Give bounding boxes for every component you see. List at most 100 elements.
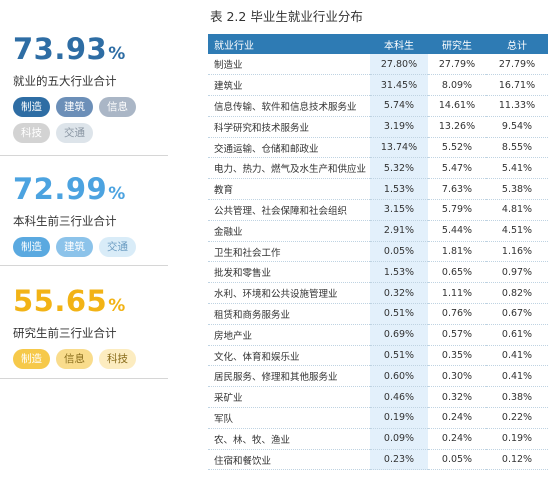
- cell-total: 9.54%: [486, 116, 548, 138]
- cell-total: 0.41%: [486, 345, 548, 367]
- cell-undergraduate: 0.51%: [370, 345, 428, 367]
- cell-graduate: 8.09%: [428, 74, 486, 97]
- cell-undergraduate: 0.46%: [370, 386, 428, 409]
- cell-industry: 交通运输、仓储和邮政业: [208, 137, 370, 159]
- table-row: 居民服务、修理和其他服务业 0.60% 0.30% 0.41%: [208, 365, 548, 388]
- tag-information: 信息: [56, 349, 93, 369]
- cell-industry: 农、林、牧、渔业: [208, 428, 370, 450]
- cell-total: 1.16%: [486, 241, 548, 263]
- cell-graduate: 0.05%: [428, 449, 486, 471]
- cell-undergraduate: 5.32%: [370, 157, 428, 180]
- cell-undergraduate: 0.60%: [370, 365, 428, 388]
- cell-undergraduate: 3.15%: [370, 199, 428, 221]
- tag-construction: 建筑: [56, 97, 93, 117]
- tag-manufacturing: 制造: [13, 97, 50, 117]
- cell-graduate: 0.30%: [428, 365, 486, 388]
- cell-undergraduate: 0.19%: [370, 407, 428, 429]
- tag-information: 信息: [99, 97, 136, 117]
- table-row: 房地产业 0.69% 0.57% 0.61%: [208, 324, 548, 346]
- cell-undergraduate: 0.69%: [370, 324, 428, 346]
- cell-industry: 军队: [208, 407, 370, 429]
- header-industry: 就业行业: [208, 34, 370, 54]
- table-header-row: 就业行业 本科生 研究生 总计: [208, 34, 548, 54]
- cell-undergraduate: 2.91%: [370, 220, 428, 242]
- tag-transport: 交通: [99, 237, 136, 257]
- stat-top-five-industries: 73.93% 就业的五大行业合计 制造 建筑 信息 科技 交通: [13, 32, 178, 143]
- cell-graduate: 0.76%: [428, 303, 486, 325]
- cell-graduate: 1.11%: [428, 282, 486, 305]
- stat-value: 55.65%: [13, 284, 178, 323]
- cell-undergraduate: 0.32%: [370, 282, 428, 305]
- table-row: 电力、热力、燃气及水生产和供应业 5.32% 5.47% 5.41%: [208, 157, 548, 180]
- stat-number: 73.93: [13, 32, 108, 66]
- table-row: 公共管理、社会保障和社会组织 3.15% 5.79% 4.81%: [208, 199, 548, 221]
- cell-total: 11.33%: [486, 95, 548, 117]
- cell-total: 0.82%: [486, 282, 548, 305]
- cell-undergraduate: 13.74%: [370, 137, 428, 159]
- cell-industry: 建筑业: [208, 74, 370, 97]
- stat-percent-sign: %: [108, 296, 126, 316]
- cell-undergraduate: 31.45%: [370, 74, 428, 97]
- tag-construction: 建筑: [56, 237, 93, 257]
- table-row: 水利、环境和公共设施管理业 0.32% 1.11% 0.82%: [208, 282, 548, 305]
- table-row: 批发和零售业 1.53% 0.65% 0.97%: [208, 261, 548, 284]
- cell-graduate: 1.81%: [428, 241, 486, 263]
- divider: [0, 378, 168, 379]
- cell-undergraduate: 0.09%: [370, 428, 428, 450]
- cell-graduate: 0.65%: [428, 261, 486, 284]
- table-body: 制造业 27.80% 27.79% 27.79% 建筑业 31.45% 8.09% 16.71…: [208, 54, 548, 471]
- cell-undergraduate: 27.80%: [370, 54, 428, 76]
- industry-distribution-table-section: 表 2.2 毕业生就业行业分布 就业行业 本科生 研究生 总计 制造业 27.80…: [208, 0, 548, 471]
- cell-graduate: 27.79%: [428, 54, 486, 76]
- header-undergraduate: 本科生: [370, 34, 428, 54]
- table-row: 住宿和餐饮业 0.23% 0.05% 0.12%: [208, 449, 548, 471]
- cell-graduate: 13.26%: [428, 116, 486, 138]
- stat-value: 72.99%: [13, 172, 178, 211]
- cell-total: 16.71%: [486, 74, 548, 97]
- stat-number: 72.99: [13, 172, 108, 206]
- cell-graduate: 5.79%: [428, 199, 486, 221]
- cell-industry: 信息传输、软件和信息技术服务业: [208, 95, 370, 117]
- cell-total: 5.41%: [486, 157, 548, 180]
- table-row: 交通运输、仓储和邮政业 13.74% 5.52% 8.55%: [208, 137, 548, 159]
- table-row: 文化、体育和娱乐业 0.51% 0.35% 0.41%: [208, 345, 548, 367]
- stat-description: 研究生前三行业合计: [13, 326, 117, 340]
- table-row: 信息传输、软件和信息技术服务业 5.74% 14.61% 11.33%: [208, 95, 548, 117]
- cell-graduate: 0.24%: [428, 428, 486, 450]
- table-row: 农、林、牧、渔业 0.09% 0.24% 0.19%: [208, 428, 548, 450]
- cell-industry: 住宿和餐饮业: [208, 449, 370, 471]
- table-title: 表 2.2 毕业生就业行业分布: [210, 9, 363, 24]
- stat-value: 73.93%: [13, 32, 178, 71]
- stat-grad-top-three: 55.65% 研究生前三行业合计 制造 信息 科技: [13, 284, 178, 369]
- stat-percent-sign: %: [108, 44, 126, 64]
- cell-industry: 制造业: [208, 54, 370, 76]
- summary-panel: 73.93% 就业的五大行业合计 制造 建筑 信息 科技 交通 72.99% 本…: [0, 0, 178, 483]
- industry-tags: 制造 建筑 信息 科技 交通: [13, 97, 163, 143]
- cell-undergraduate: 0.23%: [370, 449, 428, 471]
- tag-technology: 科技: [99, 349, 136, 369]
- cell-undergraduate: 3.19%: [370, 116, 428, 138]
- tag-manufacturing: 制造: [13, 349, 50, 369]
- cell-graduate: 5.44%: [428, 220, 486, 242]
- industry-tags: 制造 建筑 交通: [13, 237, 163, 257]
- divider: [0, 155, 168, 156]
- table-row: 采矿业 0.46% 0.32% 0.38%: [208, 386, 548, 409]
- tag-technology: 科技: [13, 123, 50, 143]
- cell-graduate: 14.61%: [428, 95, 486, 117]
- cell-undergraduate: 0.05%: [370, 241, 428, 263]
- cell-total: 0.61%: [486, 324, 548, 346]
- cell-graduate: 0.57%: [428, 324, 486, 346]
- table-row: 军队 0.19% 0.24% 0.22%: [208, 407, 548, 429]
- cell-undergraduate: 5.74%: [370, 95, 428, 117]
- cell-total: 0.41%: [486, 365, 548, 388]
- table-row: 科学研究和技术服务业 3.19% 13.26% 9.54%: [208, 116, 548, 138]
- table-row: 租赁和商务服务业 0.51% 0.76% 0.67%: [208, 303, 548, 325]
- industry-distribution-table: 就业行业 本科生 研究生 总计 制造业 27.80% 27.79% 27.79% 建筑业…: [208, 34, 548, 471]
- cell-graduate: 7.63%: [428, 178, 486, 201]
- cell-total: 0.12%: [486, 449, 548, 471]
- cell-graduate: 5.52%: [428, 137, 486, 159]
- table-row: 卫生和社会工作 0.05% 1.81% 1.16%: [208, 241, 548, 263]
- stat-description: 就业的五大行业合计: [13, 74, 117, 88]
- cell-total: 0.19%: [486, 428, 548, 450]
- cell-industry: 房地产业: [208, 324, 370, 346]
